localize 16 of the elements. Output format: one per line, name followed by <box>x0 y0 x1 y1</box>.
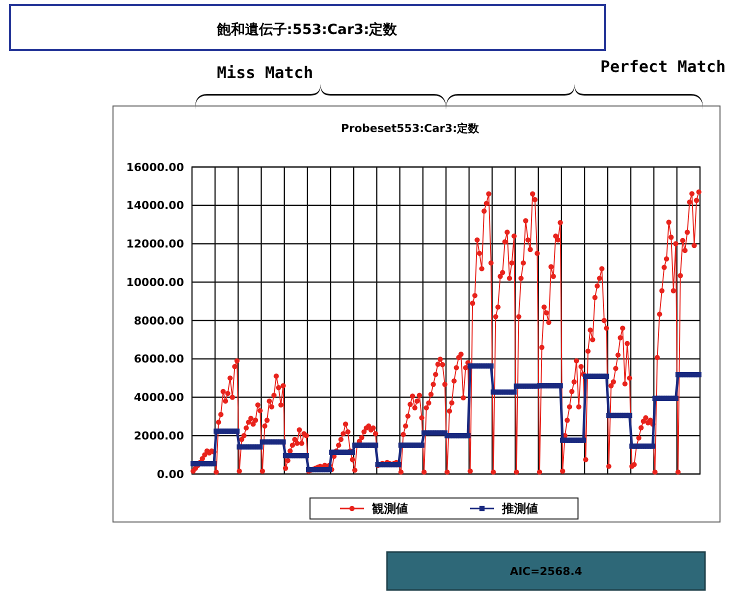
y-tick-label: 4000.00 <box>134 391 184 404</box>
legend-label: 観測値 <box>371 502 408 516</box>
y-tick-label: 12000.00 <box>126 238 184 251</box>
y-tick-label: 8000.00 <box>134 314 184 328</box>
y-tick-label: 6000.00 <box>134 352 184 366</box>
y-tick-label: 14000.00 <box>126 199 184 212</box>
text: Miss Match <box>216 63 314 82</box>
y-tick-label: 16000.00 <box>126 160 184 174</box>
y-tick-label: 10000.00 <box>126 276 184 289</box>
legend-label: 推測値 <box>501 502 538 516</box>
text: Perfect Match <box>600 57 726 76</box>
text: AIC=2568.4 <box>510 565 583 578</box>
chart-title: 飽和遺伝子:553:Car3:定数 <box>216 21 398 38</box>
y-tick-label: 2000.00 <box>134 429 184 442</box>
chart-subtitle: Probeset553:Car3:定数 <box>341 122 480 135</box>
y-tick-label: 0.00 <box>156 468 184 481</box>
